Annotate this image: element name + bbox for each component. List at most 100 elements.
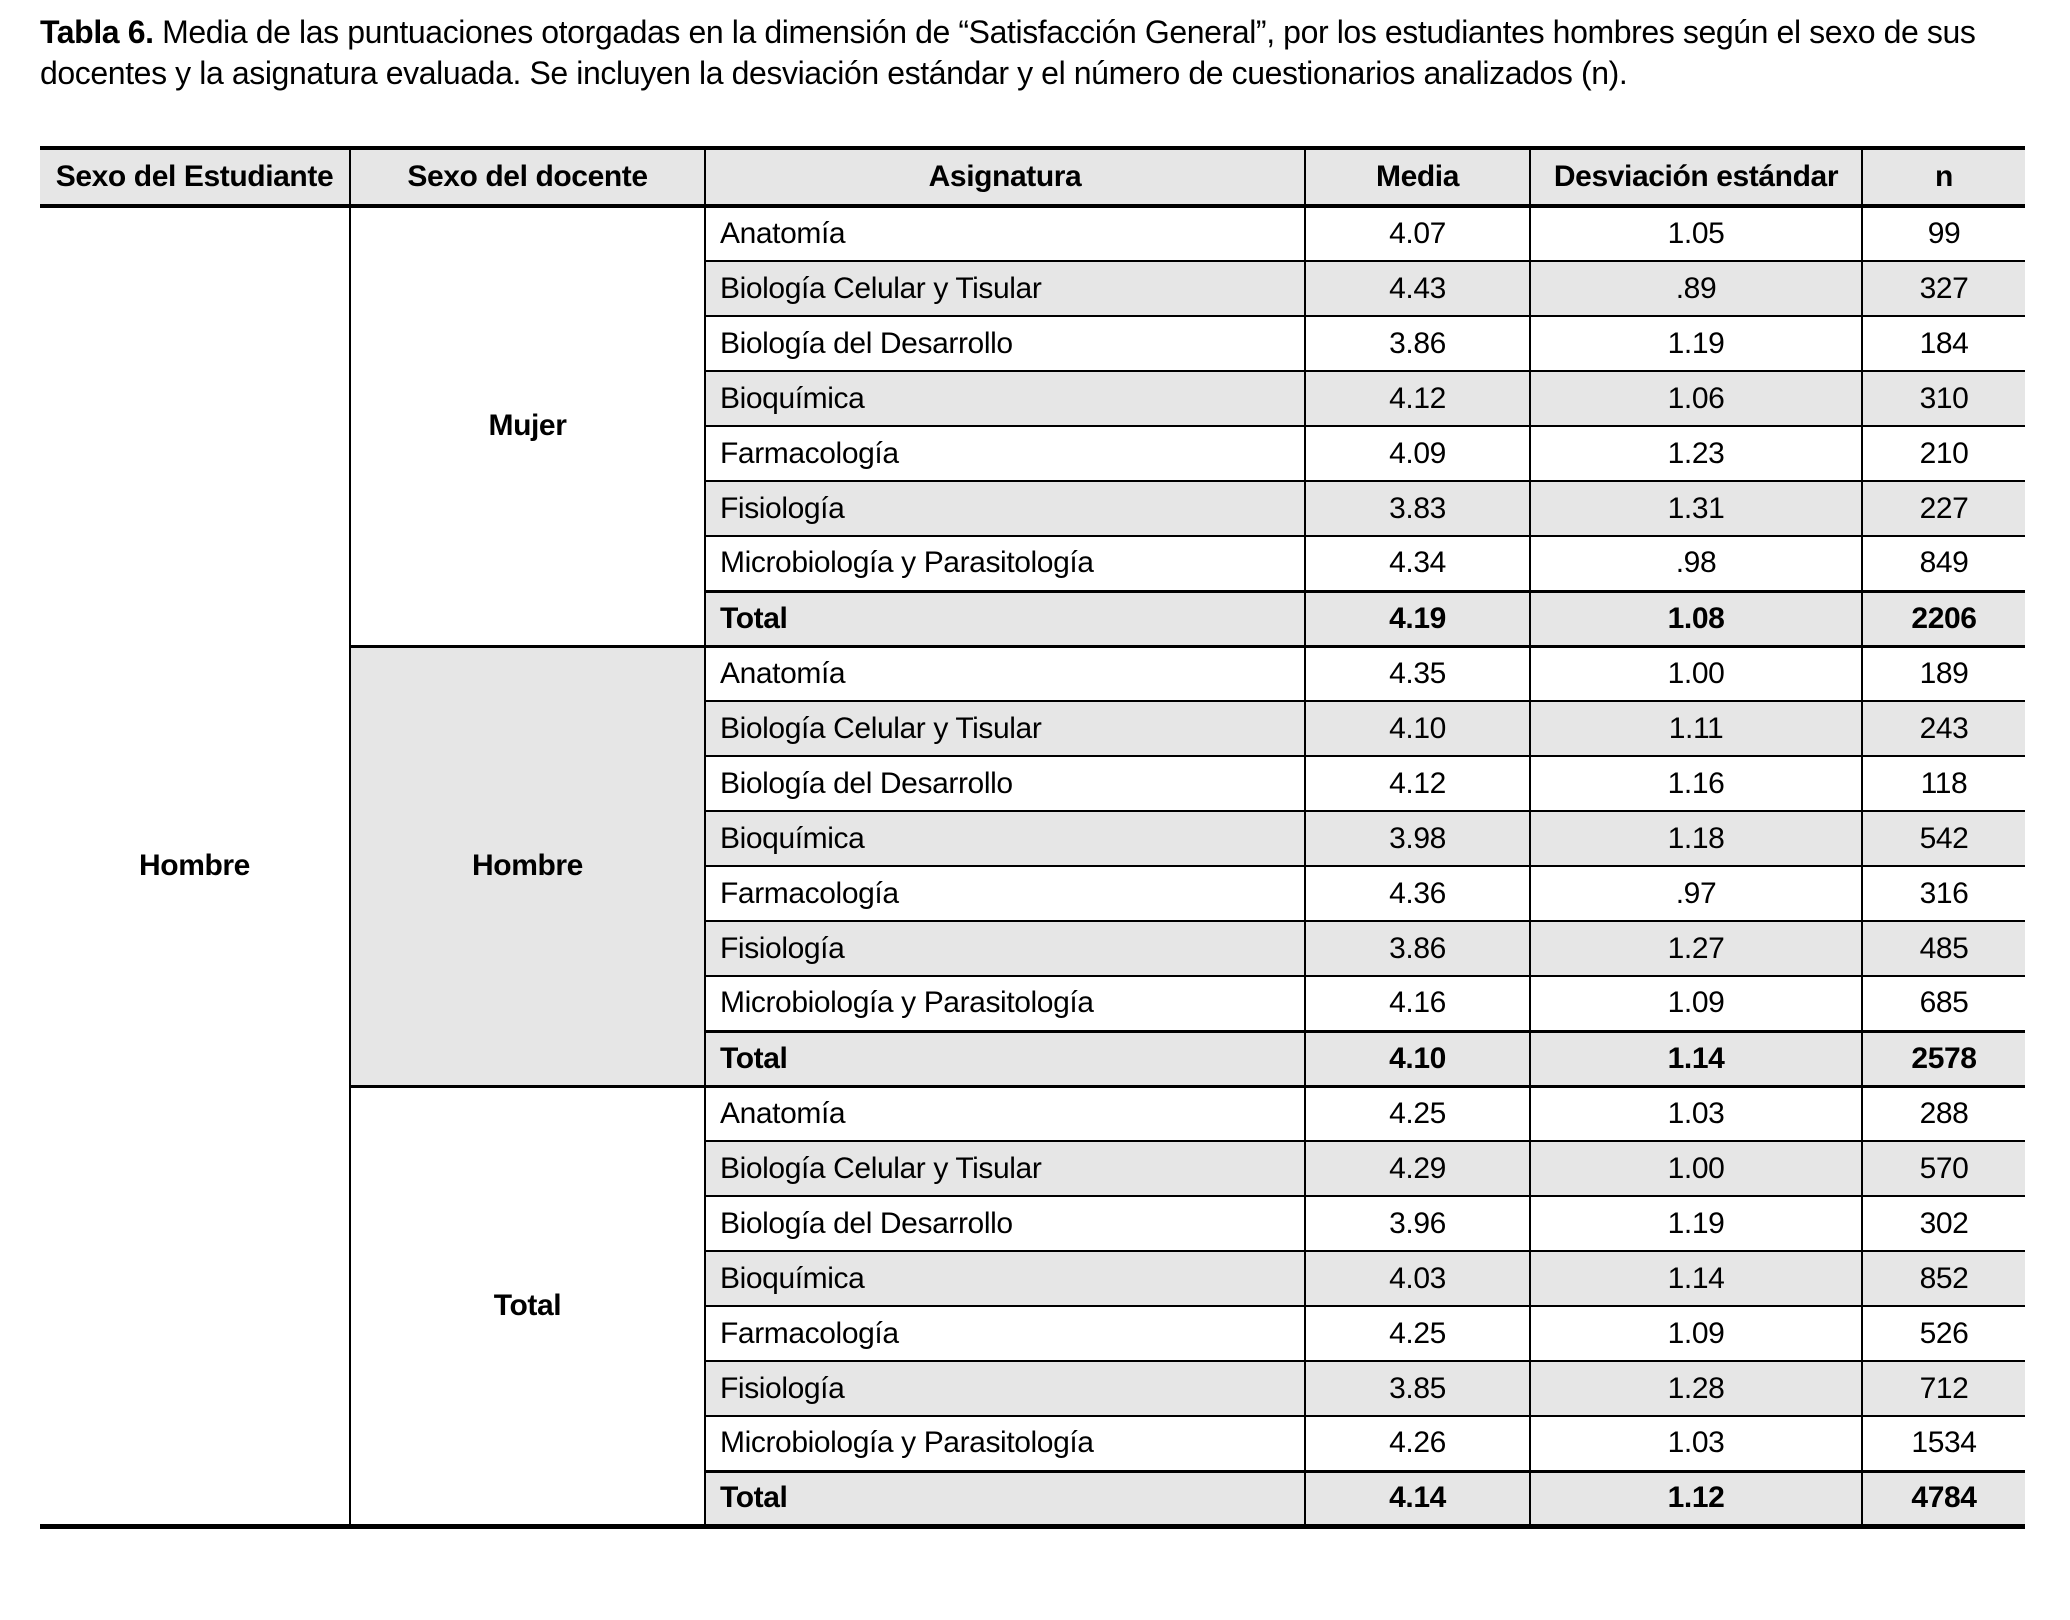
n-cell: 288 bbox=[1861, 1086, 2025, 1142]
sd-cell: 1.00 bbox=[1529, 1141, 1862, 1197]
media-cell: 3.96 bbox=[1304, 1196, 1530, 1252]
sd-cell: 1.14 bbox=[1529, 1251, 1862, 1307]
n-cell: 849 bbox=[1861, 536, 2025, 592]
n-cell: 243 bbox=[1861, 701, 2025, 757]
table-row: Fisiología 3.86 1.27 485 bbox=[40, 921, 2025, 977]
media-cell: 3.98 bbox=[1304, 811, 1530, 867]
sd-cell: .97 bbox=[1529, 866, 1862, 922]
n-cell: 485 bbox=[1861, 921, 2025, 977]
sd-cell: 1.19 bbox=[1529, 1196, 1862, 1252]
caption-label: Tabla 6. bbox=[40, 14, 154, 50]
asignatura-cell: Farmacología bbox=[704, 866, 1305, 922]
asignatura-cell: Biología del Desarrollo bbox=[704, 756, 1305, 812]
media-cell: 3.85 bbox=[1304, 1361, 1530, 1417]
teacher-sex-cell-hombre: Hombre bbox=[349, 646, 705, 1088]
table-row: Biología del Desarrollo 4.12 1.16 118 bbox=[40, 756, 2025, 812]
media-cell: 4.14 bbox=[1304, 1469, 1530, 1529]
column-header-n: n bbox=[1861, 146, 2025, 208]
media-cell: 4.07 bbox=[1304, 206, 1530, 262]
media-cell: 4.43 bbox=[1304, 261, 1530, 317]
table-row: Total 4.14 1.12 4784 bbox=[40, 1469, 2025, 1529]
media-cell: 4.25 bbox=[1304, 1306, 1530, 1362]
table-row: Farmacología 4.09 1.23 210 bbox=[40, 426, 2025, 482]
n-cell: 526 bbox=[1861, 1306, 2025, 1362]
column-header-desviacion-estandar: Desviación estándar bbox=[1529, 146, 1862, 208]
student-sex-cell: Hombre bbox=[40, 206, 350, 1529]
sd-cell: 1.14 bbox=[1529, 1029, 1862, 1088]
column-header-media: Media bbox=[1304, 146, 1530, 208]
asignatura-cell: Farmacología bbox=[704, 426, 1305, 482]
n-cell: 852 bbox=[1861, 1251, 2025, 1307]
table-row: Hombre Mujer Anatomía 4.07 1.05 99 bbox=[40, 206, 2025, 1529]
table-row: Farmacología 4.36.97 316 bbox=[40, 866, 2025, 922]
asignatura-cell: Fisiología bbox=[704, 921, 1305, 977]
table-row: Biología Celular y Tisular 4.29 1.00 570 bbox=[40, 1141, 2025, 1197]
n-cell: 302 bbox=[1861, 1196, 2025, 1252]
sd-cell: 1.03 bbox=[1529, 1416, 1862, 1472]
media-cell: 4.12 bbox=[1304, 371, 1530, 427]
n-cell: 542 bbox=[1861, 811, 2025, 867]
asignatura-cell: Anatomía bbox=[704, 206, 1305, 262]
asignatura-cell: Microbiología y Parasitología bbox=[704, 1416, 1305, 1472]
table-header: Sexo del Estudiante Sexo del docente Asi… bbox=[40, 146, 2025, 208]
table-row: Microbiología y Parasitología 4.26 1.03 153… bbox=[40, 1416, 2025, 1472]
table-row: Biología Celular y Tisular 4.43.89 327 bbox=[40, 261, 2025, 317]
table-row: Hombre Anatomía 4.35 1.00 189 bbox=[40, 646, 2025, 1088]
sd-cell: 1.28 bbox=[1529, 1361, 1862, 1417]
n-cell: 712 bbox=[1861, 1361, 2025, 1417]
table-row: Total 4.10 1.14 2578 bbox=[40, 1029, 2025, 1088]
table-row: Farmacología 4.25 1.09 526 bbox=[40, 1306, 2025, 1362]
table-row: Microbiología y Parasitología 4.34.98 849 bbox=[40, 536, 2025, 592]
n-cell: 2578 bbox=[1861, 1029, 2025, 1088]
media-cell: 4.25 bbox=[1304, 1086, 1530, 1142]
sd-cell: 1.03 bbox=[1529, 1086, 1862, 1142]
asignatura-cell: Total bbox=[704, 1029, 1305, 1088]
asignatura-cell: Bioquímica bbox=[704, 811, 1305, 867]
column-header-asignatura: Asignatura bbox=[704, 146, 1305, 208]
media-cell: 4.03 bbox=[1304, 1251, 1530, 1307]
table-caption: Tabla 6. Media de las puntuaciones otorg… bbox=[40, 12, 2052, 94]
table-row: Fisiología 3.85 1.28 712 bbox=[40, 1361, 2025, 1417]
asignatura-cell: Farmacología bbox=[704, 1306, 1305, 1362]
n-cell: 316 bbox=[1861, 866, 2025, 922]
table-row: Bioquímica 4.03 1.14 852 bbox=[40, 1251, 2025, 1307]
table-row: Biología del Desarrollo 3.86 1.19 184 bbox=[40, 316, 2025, 372]
asignatura-cell: Anatomía bbox=[704, 1086, 1305, 1142]
table-row: Microbiología y Parasitología 4.16 1.09 685 bbox=[40, 976, 2025, 1032]
sd-cell: 1.27 bbox=[1529, 921, 1862, 977]
n-cell: 189 bbox=[1861, 646, 2025, 702]
media-cell: 4.19 bbox=[1304, 589, 1530, 648]
sd-cell: 1.31 bbox=[1529, 481, 1862, 537]
media-cell: 4.36 bbox=[1304, 866, 1530, 922]
table-row: Bioquímica 3.98 1.18 542 bbox=[40, 811, 2025, 867]
sd-cell: 1.09 bbox=[1529, 1306, 1862, 1362]
asignatura-cell: Anatomía bbox=[704, 646, 1305, 702]
media-cell: 4.34 bbox=[1304, 536, 1530, 592]
sd-cell: 1.19 bbox=[1529, 316, 1862, 372]
asignatura-cell: Microbiología y Parasitología bbox=[704, 536, 1305, 592]
teacher-sex-cell-mujer: Mujer bbox=[349, 206, 705, 648]
results-table: Sexo del Estudiante Sexo del docente Asi… bbox=[40, 146, 2025, 1529]
sd-cell: 1.05 bbox=[1529, 206, 1862, 262]
column-header-sexo-estudiante: Sexo del Estudiante bbox=[40, 146, 350, 208]
media-cell: 4.26 bbox=[1304, 1416, 1530, 1472]
table-row: Bioquímica 4.12 1.06 310 bbox=[40, 371, 2025, 427]
asignatura-cell: Biología Celular y Tisular bbox=[704, 701, 1305, 757]
asignatura-cell: Biología Celular y Tisular bbox=[704, 261, 1305, 317]
table-row: Total 4.19 1.08 2206 bbox=[40, 589, 2025, 648]
asignatura-cell: Fisiología bbox=[704, 1361, 1305, 1417]
sd-cell: .89 bbox=[1529, 261, 1862, 317]
asignatura-cell: Bioquímica bbox=[704, 371, 1305, 427]
n-cell: 210 bbox=[1861, 426, 2025, 482]
asignatura-cell: Fisiología bbox=[704, 481, 1305, 537]
sd-cell: 1.08 bbox=[1529, 589, 1862, 648]
media-cell: 4.12 bbox=[1304, 756, 1530, 812]
caption-text: Media de las puntuaciones otorgadas en l… bbox=[40, 14, 1976, 91]
n-cell: 310 bbox=[1861, 371, 2025, 427]
n-cell: 1534 bbox=[1861, 1416, 2025, 1472]
media-cell: 4.10 bbox=[1304, 1029, 1530, 1088]
asignatura-cell: Total bbox=[704, 1469, 1305, 1529]
sd-cell: 1.18 bbox=[1529, 811, 1862, 867]
media-cell: 4.35 bbox=[1304, 646, 1530, 702]
sd-cell: 1.06 bbox=[1529, 371, 1862, 427]
